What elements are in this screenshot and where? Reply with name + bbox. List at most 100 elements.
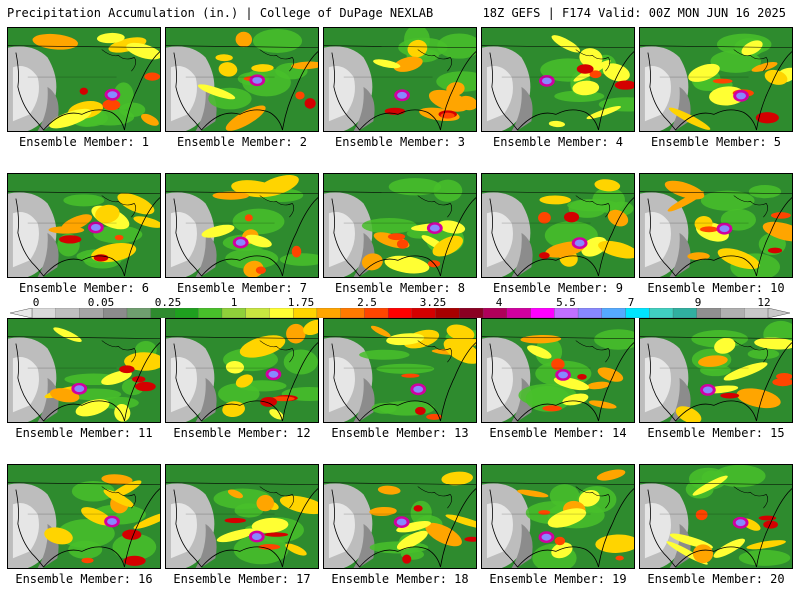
precip-map <box>482 465 634 568</box>
ensemble-member-label: Ensemble Member: 17 <box>173 572 311 586</box>
colorbar-segment <box>198 308 223 318</box>
ensemble-member-map-17 <box>165 464 319 569</box>
colorbar-segment <box>435 308 461 318</box>
ensemble-member-map-13 <box>323 318 477 423</box>
precipitation-colorbar <box>10 308 790 318</box>
ensemble-member-label: Ensemble Member: 19 <box>489 572 627 586</box>
colorbar-segment <box>103 308 128 318</box>
ensemble-member-label: Ensemble Member: 1 <box>18 135 150 149</box>
colorbar-tick-label: 12 <box>757 296 771 309</box>
colorbar-tick-label: 3.25 <box>419 296 447 309</box>
colorbar-segment <box>245 308 271 318</box>
ensemble-member-map-2 <box>165 27 319 132</box>
colorbar-segment <box>625 308 650 318</box>
ensemble-member-map-19 <box>481 464 635 569</box>
colorbar-tick-label: 4 <box>495 296 503 309</box>
colorbar-tick-label: 0.25 <box>154 296 182 309</box>
precip-map <box>324 319 476 422</box>
ensemble-member-label: Ensemble Member: 20 <box>647 572 785 586</box>
colorbar-tick-label: 9 <box>694 296 702 309</box>
ensemble-member-label: Ensemble Member: 7 <box>176 281 308 295</box>
colorbar-segment <box>601 308 627 318</box>
colorbar-segment <box>696 308 722 318</box>
precip-map <box>482 174 634 277</box>
precip-map <box>640 174 792 277</box>
ensemble-member-label: Ensemble Member: 12 <box>173 426 311 440</box>
ensemble-member-label: Ensemble Member: 15 <box>647 426 785 440</box>
colorbar-segment <box>31 308 57 318</box>
ensemble-member-map-12 <box>165 318 319 423</box>
ensemble-member-label: Ensemble Member: 14 <box>489 426 627 440</box>
ensemble-member-map-8 <box>323 173 477 278</box>
ensemble-member-label: Ensemble Member: 8 <box>334 281 466 295</box>
precip-map <box>640 319 792 422</box>
colorbar-segment <box>174 308 199 318</box>
page-title: Precipitation Accumulation (in.) | Colle… <box>7 6 434 20</box>
precip-map <box>482 319 634 422</box>
colorbar-segment <box>387 308 413 318</box>
precip-map <box>166 465 318 568</box>
ensemble-member-map-1 <box>7 27 161 132</box>
colorbar-tick-label: 5.5 <box>556 296 576 309</box>
colorbar-segment <box>316 308 342 318</box>
precip-map <box>324 174 476 277</box>
precip-map <box>640 465 792 568</box>
ensemble-member-label: Ensemble Member: 16 <box>15 572 153 586</box>
ensemble-member-map-15 <box>639 318 793 423</box>
colorbar-segment <box>577 308 603 318</box>
colorbar-segment <box>221 308 247 318</box>
ensemble-member-label: Ensemble Member: 9 <box>492 281 624 295</box>
ensemble-member-label: Ensemble Member: 5 <box>650 135 782 149</box>
colorbar-segment <box>126 308 152 318</box>
ensemble-member-map-20 <box>639 464 793 569</box>
precip-map <box>482 28 634 131</box>
colorbar-segment <box>672 308 698 318</box>
ensemble-member-map-5 <box>639 27 793 132</box>
colorbar-right-arrow <box>767 308 790 318</box>
colorbar-segment <box>459 308 484 318</box>
ensemble-member-map-18 <box>323 464 477 569</box>
colorbar-segment <box>506 308 532 318</box>
colorbar-tick-label: 2.5 <box>357 296 377 309</box>
colorbar-segment <box>293 308 318 318</box>
precip-map <box>8 174 160 277</box>
precip-map <box>166 319 318 422</box>
ensemble-member-label: Ensemble Member: 18 <box>331 572 469 586</box>
colorbar-tick-label: 1.75 <box>287 296 315 309</box>
ensemble-member-label: Ensemble Member: 4 <box>492 135 624 149</box>
colorbar-tick-label: 7 <box>627 296 635 309</box>
ensemble-member-map-6 <box>7 173 161 278</box>
colorbar-segment <box>79 308 104 318</box>
ensemble-member-label: Ensemble Member: 6 <box>18 281 150 295</box>
precip-map <box>166 28 318 131</box>
ensemble-member-label: Ensemble Member: 10 <box>647 281 785 295</box>
ensemble-member-label: Ensemble Member: 11 <box>15 426 153 440</box>
precip-map <box>8 465 160 568</box>
colorbar-segment <box>530 308 555 318</box>
ensemble-member-map-7 <box>165 173 319 278</box>
colorbar-segment <box>411 308 437 318</box>
ensemble-member-map-16 <box>7 464 161 569</box>
precip-map <box>8 28 160 131</box>
colorbar-left-arrow <box>10 308 33 318</box>
colorbar-segment <box>55 308 81 318</box>
colorbar-segment <box>269 308 294 318</box>
precip-map <box>8 319 160 422</box>
colorbar-segment <box>340 308 366 318</box>
colorbar-segment <box>150 308 176 318</box>
colorbar-segment <box>482 308 508 318</box>
ensemble-member-label: Ensemble Member: 3 <box>334 135 466 149</box>
colorbar-tick-label: 0 <box>32 296 40 309</box>
precip-map <box>640 28 792 131</box>
ensemble-member-map-10 <box>639 173 793 278</box>
precip-map <box>166 174 318 277</box>
colorbar-segment <box>744 308 769 318</box>
precip-map <box>324 28 476 131</box>
ensemble-member-map-11 <box>7 318 161 423</box>
ensemble-member-map-9 <box>481 173 635 278</box>
ensemble-member-map-14 <box>481 318 635 423</box>
colorbar-segment <box>649 308 674 318</box>
colorbar-tick-label: 1 <box>230 296 238 309</box>
ensemble-member-map-4 <box>481 27 635 132</box>
colorbar-tick-label: 0.05 <box>87 296 115 309</box>
